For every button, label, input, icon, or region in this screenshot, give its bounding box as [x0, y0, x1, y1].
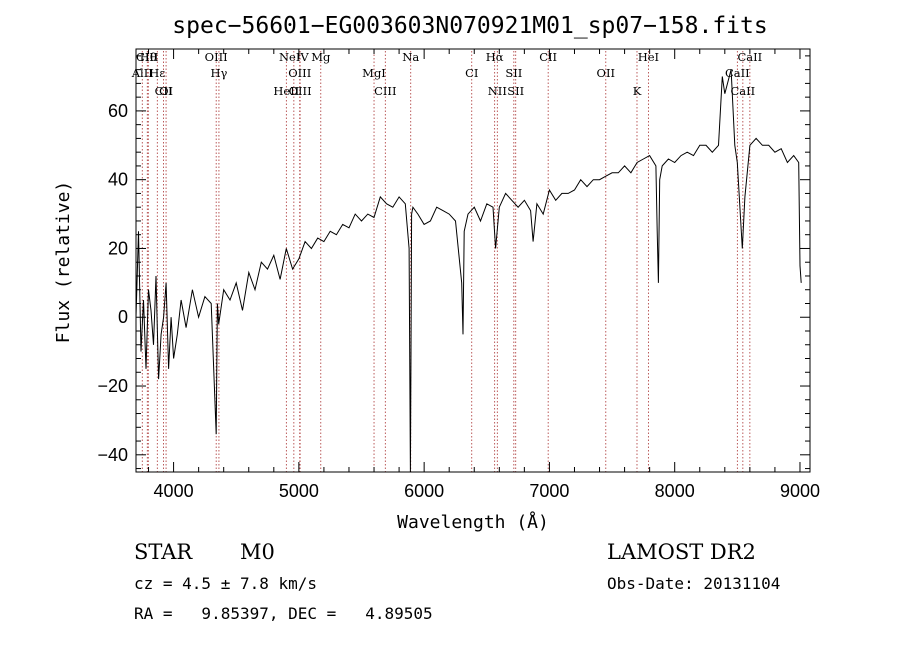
- line-marker-label: OIII: [205, 50, 228, 64]
- line-marker-label: CIII: [136, 50, 158, 64]
- emission-line-markers: [141, 51, 751, 472]
- line-marker-label: Hγ: [210, 66, 227, 80]
- line-marker-label: NII: [488, 84, 507, 98]
- y-tick-label: 0: [118, 307, 128, 327]
- y-tick-label: −20: [97, 376, 128, 396]
- line-marker-label: HeI: [638, 50, 659, 64]
- x-axis-label: Wavelength (Å): [397, 511, 549, 533]
- y-axis-label: Flux (relative): [53, 181, 74, 344]
- x-axis-ticks: 4000 5000 6000 7000 8000 9000: [148, 49, 820, 501]
- line-marker-label: OIII: [288, 66, 311, 80]
- line-marker-label: CaII: [737, 50, 762, 64]
- x-tick-label: 6000: [404, 481, 444, 501]
- line-marker-label: NeIV: [279, 50, 309, 64]
- line-marker-label: CIII: [374, 84, 396, 98]
- line-marker-label: Hε: [149, 66, 165, 80]
- x-tick-label: 9000: [780, 481, 820, 501]
- line-marker-label: OIII: [289, 84, 312, 98]
- line-marker-label: MgI: [362, 66, 386, 80]
- line-marker-label: Na: [402, 50, 419, 64]
- y-tick-label: 40: [108, 170, 128, 190]
- chart-title: spec−56601−EG003603N070921M01_sp07−158.f…: [172, 13, 767, 39]
- line-marker-label: CII: [539, 50, 557, 64]
- survey-name: LAMOST DR2: [607, 540, 756, 564]
- line-marker-label: CaII: [730, 84, 755, 98]
- observation-date: Obs-Date: 20131104: [607, 574, 781, 593]
- line-marker-label: HeII: [273, 84, 299, 98]
- line-marker-label: OI: [159, 84, 173, 98]
- line-marker-label: Hθ: [140, 50, 157, 64]
- x-tick-label: 4000: [154, 481, 194, 501]
- line-marker-label: CI: [465, 66, 478, 80]
- line-marker-label: CII: [155, 84, 173, 98]
- object-subclass: M0: [240, 540, 275, 564]
- object-class: STAR: [134, 540, 193, 564]
- line-marker-label: OII: [597, 66, 616, 80]
- sky-coordinates: RA = 9.85397, DEC = 4.89505: [134, 604, 433, 623]
- x-tick-label: 7000: [529, 481, 569, 501]
- y-tick-label: 20: [108, 238, 128, 258]
- line-marker-label: Hα: [486, 50, 504, 64]
- redshift-velocity: cz = 4.5 ± 7.8 km/s: [134, 574, 318, 593]
- x-tick-label: 5000: [279, 481, 319, 501]
- emission-line-labels: HθAlIICIICIIIHεOIOIIIHγHeIINeIVOIIIOIIIM…: [131, 50, 763, 98]
- line-marker-label: SII: [507, 84, 524, 98]
- line-marker-label: Mg: [311, 50, 331, 64]
- line-marker-label: K: [633, 84, 642, 98]
- spectrum-line: [135, 69, 802, 473]
- x-tick-label: 8000: [655, 481, 695, 501]
- y-axis-ticks: −40 −20 0 20 40 60: [97, 55, 810, 470]
- y-tick-label: 60: [108, 101, 128, 121]
- y-tick-label: −40: [97, 445, 128, 465]
- line-marker-label: SII: [505, 66, 522, 80]
- plot-frame: [135, 48, 811, 473]
